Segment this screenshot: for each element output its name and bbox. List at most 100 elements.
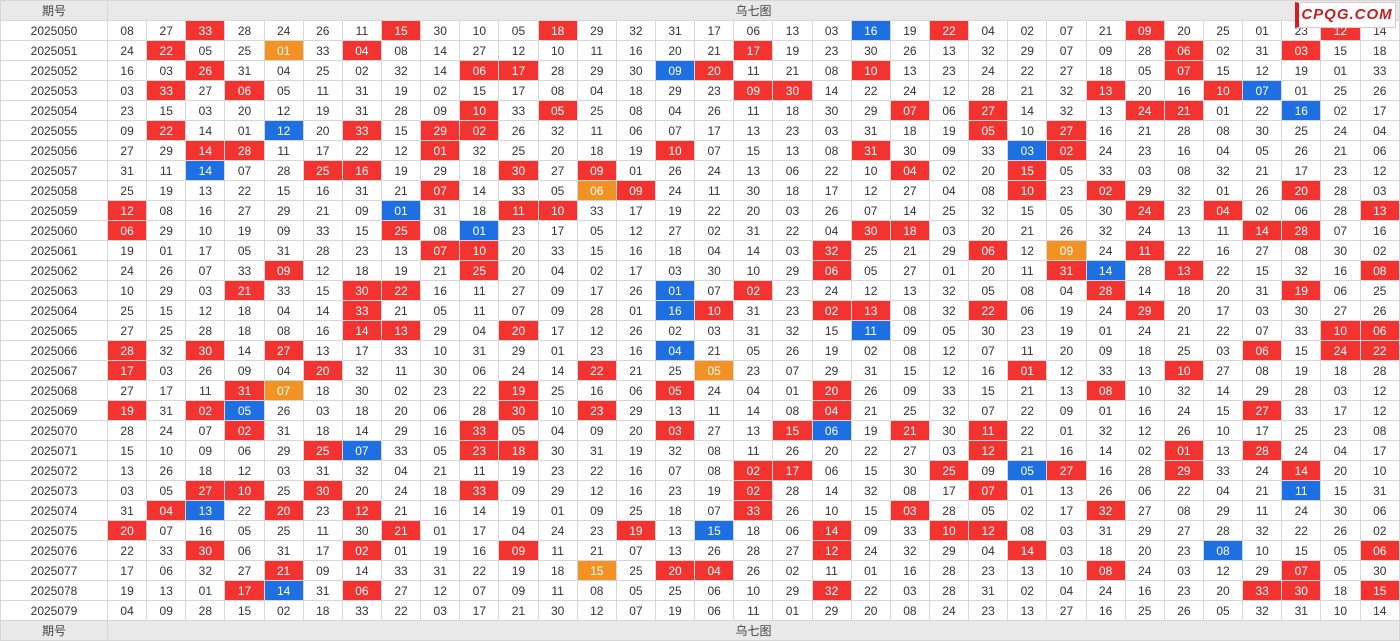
number-cell: 19 [1046, 320, 1087, 341]
number-cell: 32 [380, 60, 422, 81]
number-cell: 02 [1124, 440, 1165, 461]
highlighted-number-cell: 07 [968, 480, 1009, 501]
number-cell: 30 [694, 260, 735, 281]
draw-row: 2025079 04 09 28 15 02 18 33 22 03 17 21 30 12 07 19 06 1… [0, 600, 1400, 621]
number-cell: 02 [1359, 520, 1400, 541]
highlighted-number-cell: 20 [263, 500, 304, 521]
number-cell: 20 [341, 480, 382, 501]
highlighted-number-cell: 16 [1281, 100, 1322, 121]
number-cell: 33 [146, 540, 187, 561]
number-cell: 18 [772, 180, 813, 201]
number-cell: 22 [1007, 400, 1048, 421]
number-cell: 09 [224, 360, 265, 381]
number-cell: 23 [576, 340, 617, 361]
issue-number: 2025061 [0, 240, 108, 261]
number-cell: 15 [1242, 260, 1283, 281]
number-cell: 09 [1085, 40, 1126, 61]
number-cell: 21 [694, 340, 735, 361]
issue-number: 2025060 [0, 220, 108, 241]
number-cell: 04 [263, 300, 304, 321]
number-cell: 11 [302, 520, 343, 541]
number-cell: 27 [694, 420, 735, 441]
number-cell: 17 [615, 260, 656, 281]
number-cell: 14 [537, 360, 578, 381]
issue-number: 2025067 [0, 360, 108, 381]
number-cell: 32 [968, 200, 1009, 221]
highlighted-number-cell: 33 [341, 120, 382, 141]
issue-number: 2025070 [0, 420, 108, 441]
number-cell: 20 [1163, 20, 1204, 41]
number-cell: 18 [654, 500, 696, 521]
draw-row: 2025066 28 32 30 14 27 13 17 33 10 31 29 01 23 16 04 21 0… [0, 340, 1400, 361]
number-cell: 31 [1085, 520, 1126, 541]
number-cell: 30 [968, 320, 1009, 341]
number-cell: 14 [302, 300, 343, 321]
number-cell: 33 [302, 40, 343, 61]
highlighted-number-cell: 13 [380, 320, 422, 341]
number-cell: 24 [106, 260, 148, 281]
number-cell: 12 [1242, 60, 1283, 81]
number-cell: 04 [968, 540, 1009, 561]
number-cell: 11 [733, 60, 774, 81]
number-cell: 23 [1163, 200, 1204, 221]
number-cell: 27 [772, 540, 813, 561]
number-cell: 18 [224, 320, 265, 341]
number-cell: 05 [1320, 560, 1361, 581]
number-cell: 09 [850, 520, 891, 541]
number-cell: 21 [1163, 320, 1204, 341]
number-cell: 26 [1163, 420, 1204, 441]
number-cell: 16 [1124, 400, 1165, 421]
number-cell: 26 [772, 500, 813, 521]
number-cell: 02 [380, 380, 422, 401]
highlighted-number-cell: 15 [380, 20, 422, 41]
number-cell: 11 [263, 140, 304, 161]
issue-number: 2025057 [0, 160, 108, 181]
number-cell: 08 [537, 80, 578, 101]
draw-row: 2025067 17 03 26 09 04 20 32 11 30 06 24 14 22 21 25 05 2… [0, 360, 1400, 381]
number-cell: 15 [1007, 200, 1048, 221]
number-cell: 13 [185, 180, 226, 201]
number-cell: 26 [263, 400, 304, 421]
number-cell: 22 [576, 460, 617, 481]
number-cell: 28 [1124, 40, 1165, 61]
number-cell: 20 [968, 160, 1009, 181]
highlighted-number-cell: 20 [106, 520, 148, 541]
highlighted-number-cell: 01 [263, 40, 304, 61]
number-cell: 20 [1124, 540, 1165, 561]
number-cell: 02 [263, 600, 304, 621]
number-cell: 21 [1242, 160, 1283, 181]
number-cell: 28 [1320, 180, 1361, 201]
draw-row: 2025072 13 26 18 12 03 31 32 04 21 11 19 23 22 16 07 08 0… [0, 460, 1400, 481]
highlighted-number-cell: 18 [889, 220, 930, 241]
number-cell: 14 [341, 560, 382, 581]
issue-column-header: 期号 [0, 0, 108, 21]
number-cell: 14 [1085, 440, 1126, 461]
number-cell: 06 [224, 440, 265, 461]
number-cell: 04 [537, 260, 578, 281]
number-cell: 03 [694, 320, 735, 341]
number-cell: 32 [459, 140, 500, 161]
highlighted-number-cell: 22 [146, 120, 187, 141]
number-cell: 06 [694, 580, 735, 601]
highlighted-number-cell: 19 [106, 400, 148, 421]
number-cell: 13 [1202, 440, 1244, 461]
number-cell: 19 [380, 80, 422, 101]
number-cell: 16 [615, 480, 656, 501]
number-cell: 21 [694, 40, 735, 61]
number-cell: 28 [1163, 120, 1204, 141]
number-cell: 26 [850, 380, 891, 401]
highlighted-number-cell: 26 [185, 60, 226, 81]
number-cell: 32 [185, 560, 226, 581]
number-cell: 19 [146, 180, 187, 201]
highlighted-number-cell: 14 [1085, 260, 1126, 281]
number-cell: 22 [1202, 260, 1244, 281]
number-cell: 28 [1124, 460, 1165, 481]
number-cell: 23 [1320, 420, 1361, 441]
number-cell: 19 [654, 600, 696, 621]
number-cell: 24 [1163, 400, 1204, 421]
highlighted-number-cell: 09 [498, 540, 539, 561]
number-cell: 23 [772, 300, 813, 321]
number-cell: 04 [811, 220, 852, 241]
highlighted-number-cell: 30 [302, 480, 343, 501]
number-cell: 18 [302, 420, 343, 441]
